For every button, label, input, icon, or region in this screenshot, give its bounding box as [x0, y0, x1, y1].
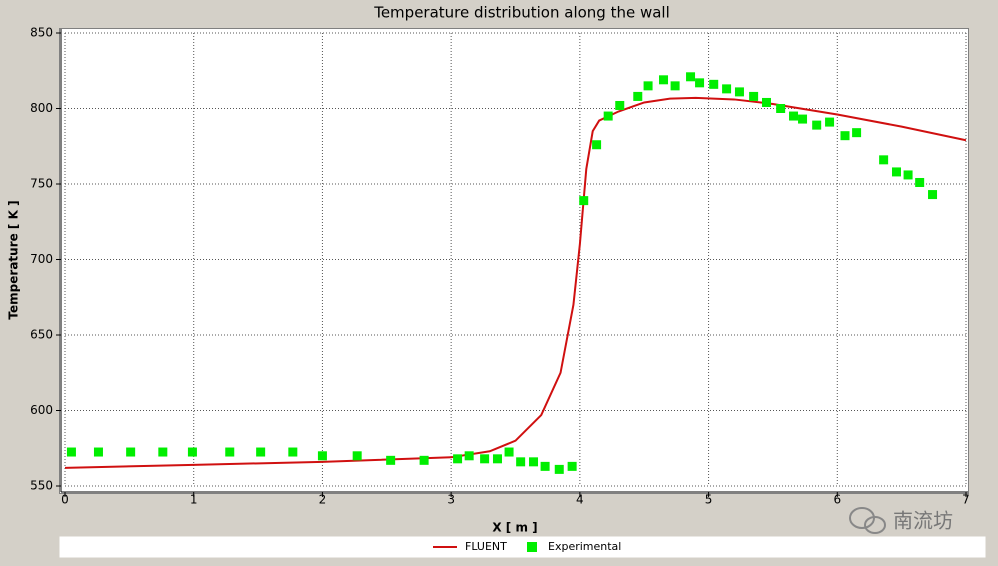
data-point: [812, 120, 822, 130]
data-point: [903, 170, 913, 180]
data-point: [749, 91, 759, 101]
data-point: [603, 111, 613, 121]
data-point: [686, 72, 696, 82]
x-tick-label: 0: [61, 493, 69, 507]
data-point: [840, 131, 850, 141]
data-point: [419, 455, 429, 465]
x-tick-label: 7: [962, 493, 970, 507]
data-point: [695, 78, 705, 88]
data-point: [643, 81, 653, 91]
y-axis-label: Temperature [ K ]: [7, 200, 21, 319]
data-point: [659, 75, 669, 85]
data-point: [798, 114, 808, 124]
watermark-icon: [849, 507, 886, 534]
y-tick-label: 550: [30, 479, 53, 493]
data-point: [915, 177, 925, 187]
data-point: [567, 461, 577, 471]
data-point: [554, 464, 564, 474]
x-tick-label: 5: [705, 493, 713, 507]
data-point: [492, 454, 502, 464]
data-point: [464, 451, 474, 461]
data-point: [453, 454, 463, 464]
data-point: [592, 140, 602, 150]
data-point: [288, 447, 298, 457]
legend-box: [59, 536, 986, 558]
data-point: [852, 128, 862, 138]
data-point: [529, 457, 539, 467]
data-point: [516, 457, 526, 467]
y-tick-label: 650: [30, 328, 53, 342]
data-point: [187, 447, 197, 457]
data-point: [928, 190, 938, 200]
y-tick-label: 700: [30, 252, 53, 266]
data-point: [670, 81, 680, 91]
y-tick-label: 600: [30, 403, 53, 417]
data-point: [386, 455, 396, 465]
data-point: [825, 117, 835, 127]
x-axis-label: X [ m ]: [492, 521, 537, 535]
data-point: [504, 447, 514, 457]
data-point: [709, 79, 719, 89]
data-point: [789, 111, 799, 121]
x-tick-label: 3: [447, 493, 455, 507]
data-point: [891, 167, 901, 177]
x-tick-label: 1: [190, 493, 198, 507]
data-point: [66, 447, 76, 457]
chart-title: Temperature distribution along the wall: [373, 4, 670, 22]
data-point: [776, 104, 786, 113]
legend-label: FLUENT: [465, 540, 507, 553]
plot-area: [59, 28, 969, 494]
x-tick-label: 4: [576, 493, 584, 507]
data-point: [317, 451, 327, 461]
data-point: [540, 461, 550, 471]
y-tick-label: 850: [30, 26, 53, 40]
y-tick-label: 750: [30, 177, 53, 191]
x-tick-label: 6: [833, 493, 841, 507]
data-point: [352, 451, 362, 461]
data-point: [722, 84, 732, 94]
data-point: [256, 447, 266, 457]
data-point: [579, 196, 589, 206]
data-point: [225, 447, 235, 457]
data-point: [633, 91, 643, 101]
data-point: [615, 100, 625, 110]
legend-swatch: [527, 542, 537, 552]
watermark: 南流坊: [893, 509, 953, 533]
data-point: [480, 454, 490, 464]
data-point: [879, 155, 889, 165]
legend-label: Experimental: [548, 540, 621, 553]
y-tick-label: 800: [30, 101, 53, 115]
data-point: [93, 447, 103, 457]
data-point: [158, 447, 168, 457]
data-point: [761, 97, 771, 107]
data-point: [126, 447, 136, 457]
data-point: [734, 87, 744, 97]
x-tick-label: 2: [319, 493, 327, 507]
